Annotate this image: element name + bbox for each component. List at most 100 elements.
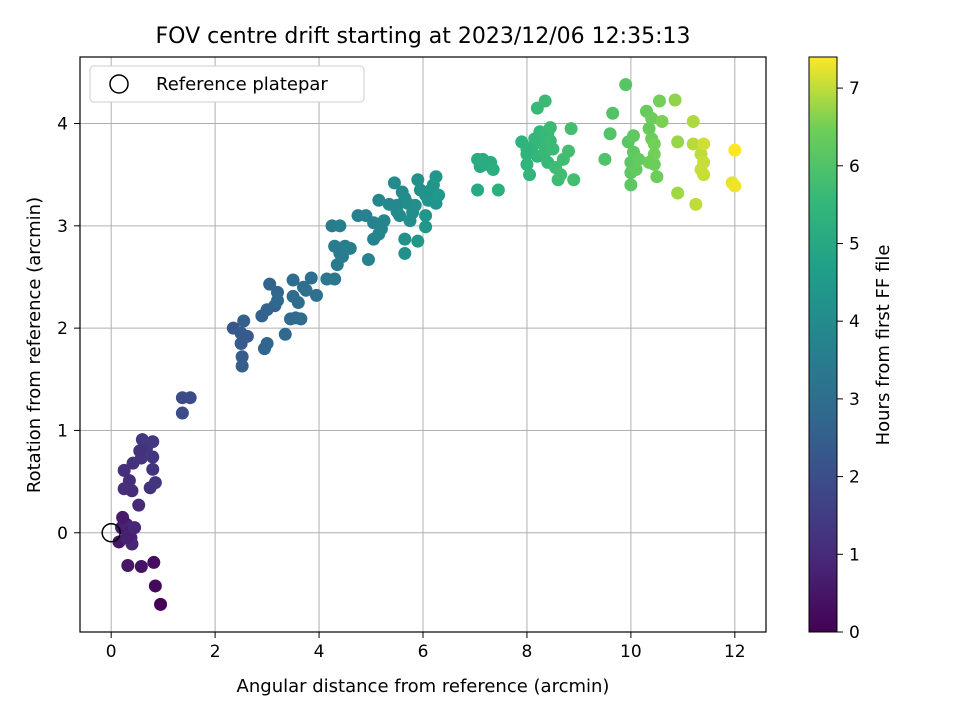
data-point [432,188,446,202]
x-tick-label: 4 [314,642,325,662]
data-point [686,137,700,151]
data-point [419,220,433,234]
data-point [697,137,711,151]
data-point [671,186,685,200]
data-point [154,597,168,611]
data-point [538,94,552,108]
data-point [270,294,284,308]
colorbar-label: Hours from first FF file [873,245,894,446]
data-point [652,94,666,108]
data-point [328,239,342,253]
data-point [642,122,656,136]
data-point [429,170,443,184]
data-point [491,183,505,197]
data-point [343,241,357,255]
data-point [234,326,248,340]
data-point [398,246,412,260]
colorbar-tick-label: 7 [849,79,860,99]
data-point [562,144,576,158]
data-point [554,168,568,182]
data-point [543,121,557,135]
data-point [393,209,407,223]
data-point [286,273,300,287]
data-point [133,444,147,458]
data-point [361,253,375,267]
data-point [619,78,633,92]
chart-title: FOV centre drift starting at 2023/12/06 … [156,24,691,49]
legend-box [89,65,365,103]
data-point [263,277,277,291]
data-point [121,558,135,572]
data-point [294,312,308,326]
data-point [671,135,685,149]
data-point [117,463,131,477]
colorbar-tick-label: 2 [849,468,860,488]
data-point [629,163,643,177]
data-point [291,296,305,310]
data-point [486,163,500,177]
colorbar-tick-label: 1 [849,545,860,565]
y-tick-label: 4 [57,115,68,135]
data-point [260,336,274,350]
y-axis-ticks: 0 1 2 3 4 [57,115,80,544]
data-points [112,78,742,611]
data-point [642,155,656,169]
data-point [122,474,136,488]
data-point [146,462,160,476]
data-point [147,555,161,569]
legend: Reference platepar [89,65,365,103]
colorbar-tick-label: 0 [849,623,860,643]
data-point [598,152,612,166]
data-point [299,283,313,297]
data-point [728,143,742,157]
data-point [235,359,249,373]
data-point [387,176,401,190]
y-axis-label: Rotation from reference (arcmin) [24,197,45,493]
y-tick-label: 0 [57,524,68,544]
data-point [520,142,534,156]
data-point [148,579,162,593]
data-point [686,114,700,128]
data-point [546,142,560,156]
data-point [278,327,292,341]
data-point [372,193,386,207]
data-point [650,170,664,184]
data-point [471,152,485,166]
data-point [632,152,646,166]
y-tick-label: 3 [57,217,68,237]
x-tick-label: 10 [620,642,642,662]
colorbar-tick-label: 3 [849,390,860,410]
colorbar-tick-label: 4 [849,312,860,332]
data-point [377,214,391,228]
colorbar-ticks: 0 1 2 3 4 5 6 7 [837,79,860,643]
x-tick-label: 2 [210,642,221,662]
legend-entry-label: Reference platepar [156,74,328,95]
colorbar-tick-label: 5 [849,234,860,254]
data-point [146,450,160,464]
data-point [403,214,417,228]
data-point [668,93,682,107]
data-point [309,288,323,302]
colorbar [808,56,838,633]
x-tick-label: 8 [522,642,533,662]
data-point [175,406,189,420]
data-point [237,314,251,328]
data-point [655,114,669,128]
data-point [120,531,134,545]
data-point [134,560,148,574]
data-point [333,219,347,233]
data-point [135,433,149,447]
legend-reference-icon [109,74,129,94]
data-point [132,498,146,512]
data-point [647,137,661,151]
x-tick-label: 6 [418,642,429,662]
data-point [304,271,318,285]
data-point [567,173,581,187]
x-axis-label: Angular distance from reference (arcmin) [237,676,610,697]
data-point [411,173,425,187]
colorbar-tick-label: 6 [849,157,860,177]
data-point [523,168,537,182]
data-point [606,106,620,120]
reference-point-marker [101,523,121,543]
